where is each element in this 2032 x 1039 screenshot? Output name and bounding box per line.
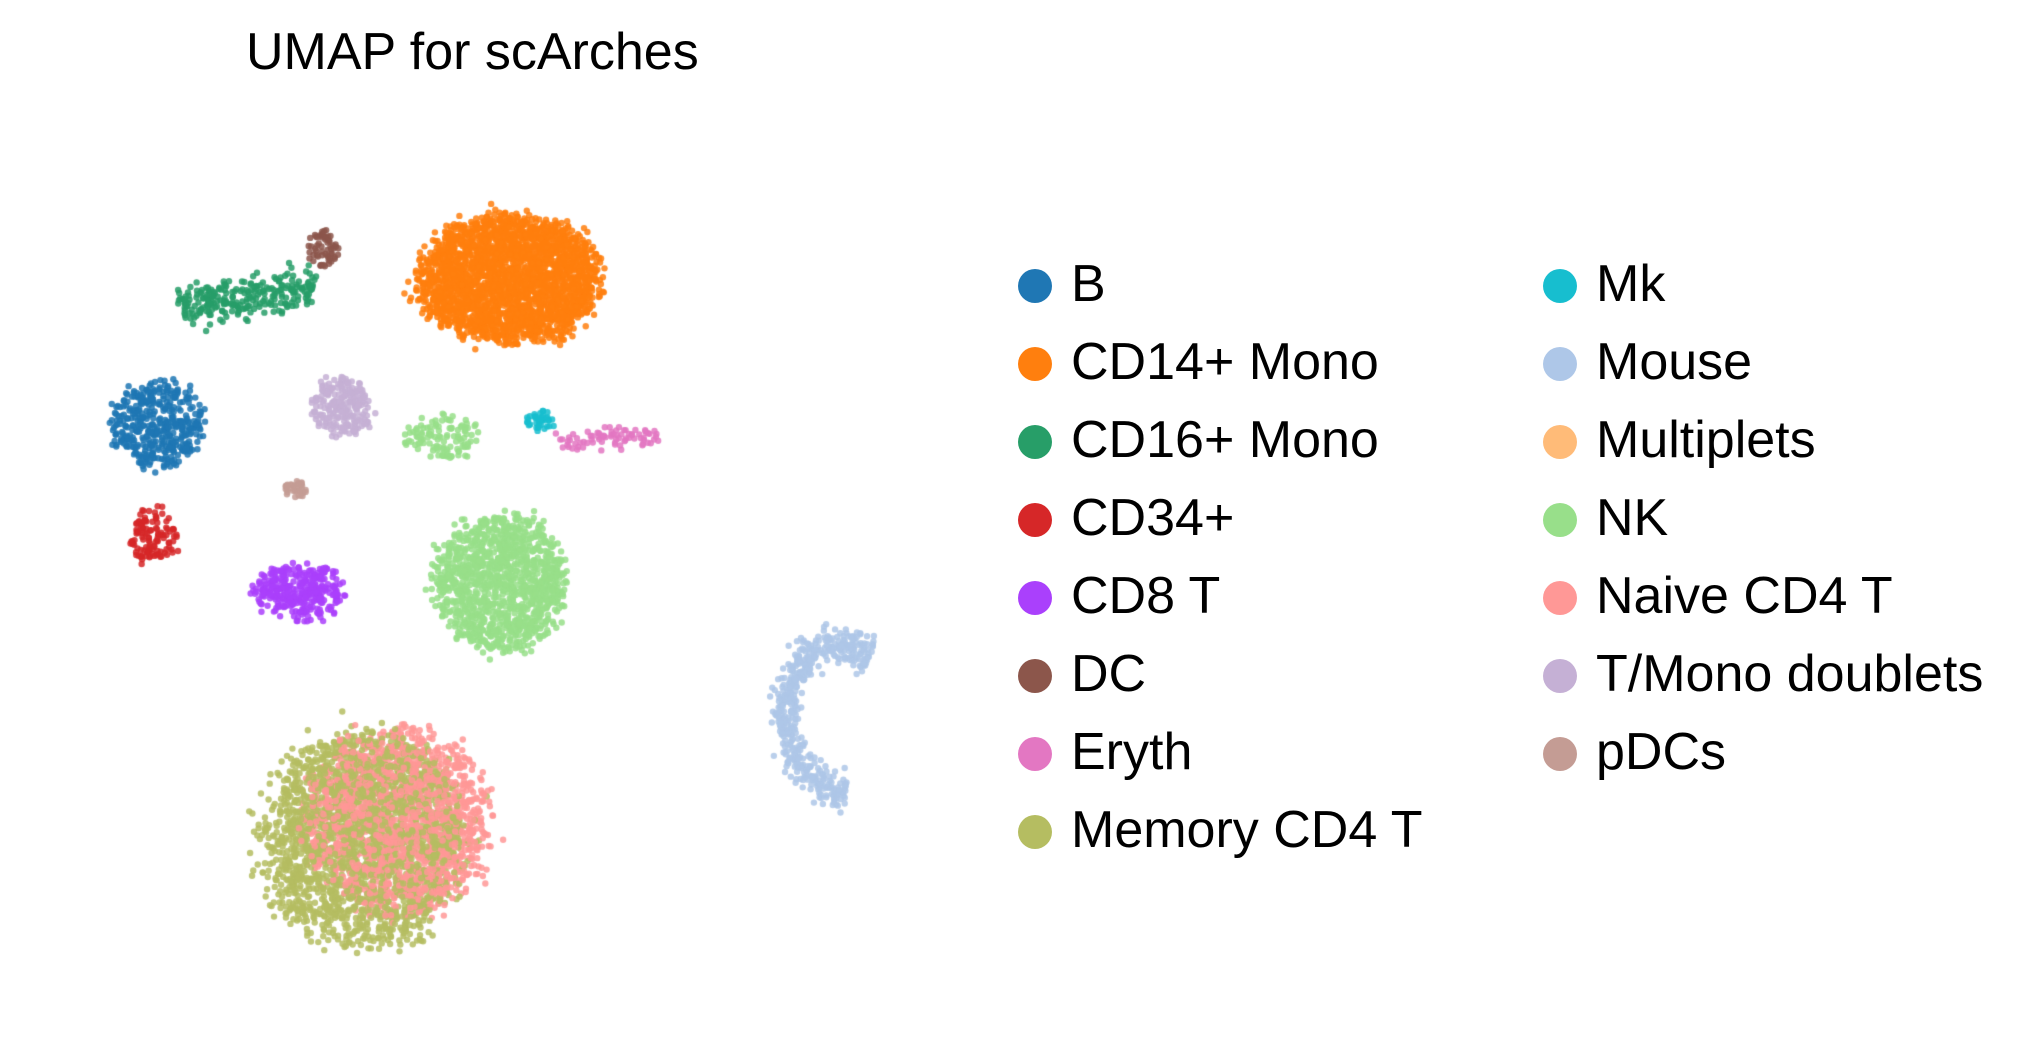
legend-marker: [1543, 269, 1577, 303]
legend-label: B: [1071, 255, 1106, 313]
legend-marker: [1543, 737, 1577, 771]
legend-marker: [1018, 659, 1052, 693]
legend-label: T/Mono doublets: [1596, 645, 1984, 703]
legend-marker: [1018, 347, 1052, 381]
legend-marker: [1543, 659, 1577, 693]
legend-marker: [1543, 425, 1577, 459]
legend-label: Memory CD4 T: [1071, 801, 1423, 859]
legend-label: CD14+ Mono: [1071, 333, 1379, 391]
legend-marker: [1543, 581, 1577, 615]
legend-label: CD34+: [1071, 489, 1235, 547]
legend-label: Eryth: [1071, 723, 1193, 781]
legend-marker: [1543, 347, 1577, 381]
legend-marker: [1018, 269, 1052, 303]
legend-label: Mouse: [1596, 333, 1753, 391]
legend-label: Multiplets: [1596, 411, 1816, 469]
legend-label: NK: [1596, 489, 1669, 547]
legend-marker: [1018, 425, 1052, 459]
legend-label: DC: [1071, 645, 1147, 703]
legend-label: Mk: [1596, 255, 1666, 313]
legend-label: Naive CD4 T: [1596, 567, 1893, 625]
legend-label: CD8 T: [1071, 567, 1221, 625]
legend-marker: [1018, 503, 1052, 537]
legend-marker: [1018, 737, 1052, 771]
chart-title: UMAP for scArches: [246, 23, 699, 81]
legend-marker: [1018, 815, 1052, 849]
legend-label: CD16+ Mono: [1071, 411, 1379, 469]
legend-marker: [1018, 581, 1052, 615]
legend-marker: [1543, 503, 1577, 537]
legend-label: pDCs: [1596, 723, 1727, 781]
